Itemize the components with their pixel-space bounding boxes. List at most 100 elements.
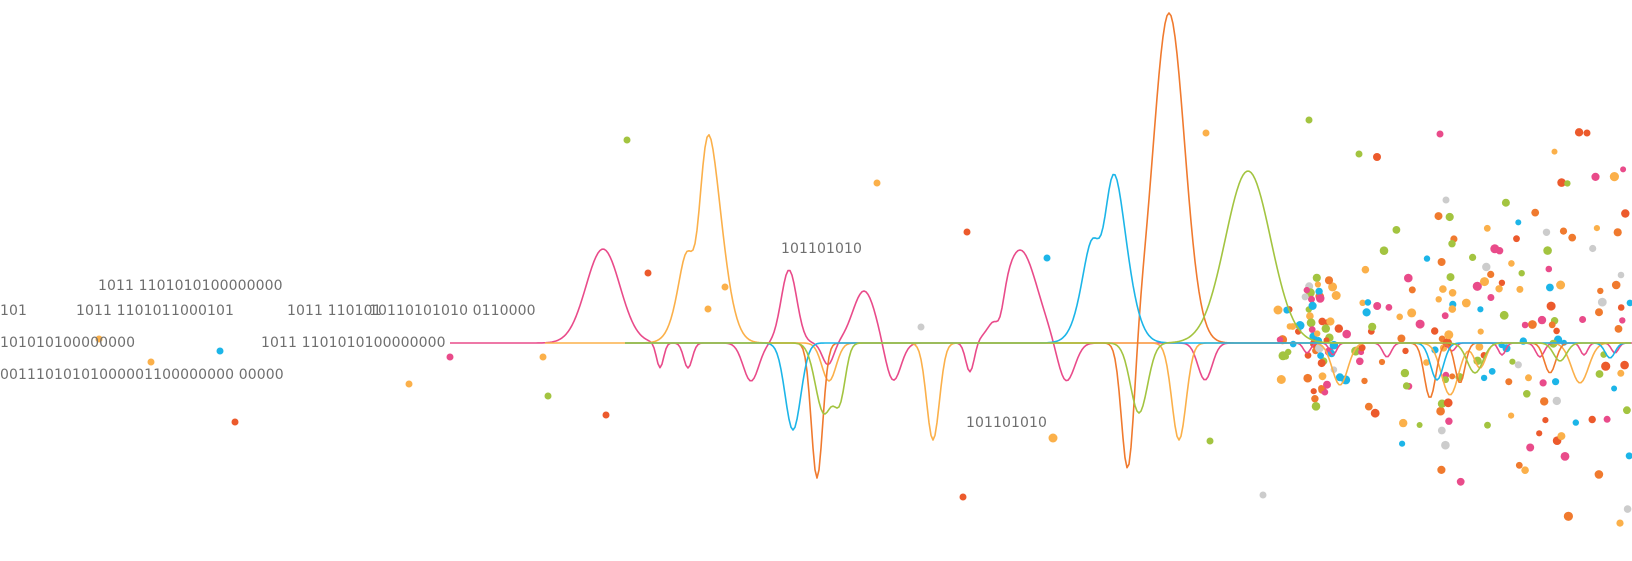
scatter-dot — [623, 136, 631, 144]
waveform-curves — [450, 12, 1632, 479]
scatter-dot — [1334, 324, 1344, 333]
scatter-dot — [1617, 271, 1625, 279]
scatter-dot — [1523, 390, 1531, 398]
scatter-dot — [1423, 255, 1431, 262]
scatter-dot — [1370, 408, 1380, 418]
scatter-dot — [1540, 397, 1549, 406]
scatter-dot — [544, 392, 552, 400]
scatter-dot — [1314, 281, 1321, 288]
scatter-dot — [539, 353, 547, 361]
scatter-dot — [1595, 370, 1604, 378]
binary-label-row1: 1011 1101010100000000 — [98, 278, 283, 294]
binary-label-row2-d: 1011 110101 — [287, 303, 382, 319]
scatter-dot — [1563, 511, 1573, 521]
scatter-dot — [1488, 368, 1496, 375]
pink-wave — [450, 248, 1632, 382]
scatter-dot — [1423, 359, 1430, 366]
binary-label-row3-a: 101010100000000 — [0, 335, 136, 351]
scatter-dot — [1528, 320, 1537, 329]
binary-label-row2-b: 1011 110101 — [76, 303, 171, 319]
scatter-dot — [1543, 246, 1552, 255]
scatter-dot — [1526, 443, 1535, 452]
scatter-dot — [1318, 317, 1326, 326]
scatter-dot — [1435, 296, 1442, 303]
scatter-dot — [1597, 297, 1607, 307]
scatter-dot — [963, 228, 971, 236]
scatter-dot — [1557, 432, 1566, 441]
scatter-dot — [147, 358, 155, 366]
scatter-dot — [1518, 270, 1525, 277]
scatter-dot — [1495, 285, 1503, 293]
scatter-dot — [1591, 172, 1600, 181]
scatter-dot — [1399, 418, 1408, 428]
scatter-dot — [1317, 359, 1326, 368]
scatter-dot — [1202, 129, 1210, 137]
scatter-dot — [1601, 361, 1611, 371]
scatter-dot — [1552, 378, 1560, 386]
green-wave — [625, 170, 1631, 415]
scatter-dot — [1597, 287, 1604, 295]
scatter-dot — [917, 323, 925, 331]
scatter-dot — [231, 418, 239, 426]
scatter-dot — [1305, 116, 1313, 124]
scatter-dot — [1621, 209, 1630, 218]
scatter-dot — [1439, 285, 1447, 293]
binary-label-center-lower: 101101010 — [966, 415, 1048, 431]
scatter-dot — [1616, 519, 1624, 527]
scatter-dot — [1437, 258, 1446, 266]
scatter-dot — [1537, 315, 1547, 325]
scatter-dot — [1475, 343, 1484, 351]
scatter-dot — [1559, 227, 1568, 235]
scatter-dot — [1436, 130, 1444, 138]
scatter-dot — [1593, 225, 1600, 232]
scatter-dot — [1434, 212, 1443, 221]
scatter-dot — [1551, 148, 1558, 155]
scatter-dot — [1289, 340, 1297, 348]
scatter-dot — [1480, 277, 1489, 287]
scatter-dot — [1617, 369, 1625, 377]
scatter-dot — [1318, 385, 1325, 392]
scatter-dot — [1499, 310, 1509, 320]
scatter-dot — [1364, 299, 1372, 306]
scatter-dot — [1399, 440, 1406, 447]
scatter-dot — [1623, 406, 1631, 415]
scatter-dot — [1436, 406, 1445, 416]
scatter-dot — [446, 353, 454, 361]
scatter-dot — [1574, 128, 1584, 137]
scatter-dot — [1373, 302, 1382, 310]
blue-wave — [625, 173, 1631, 431]
scatter-dot — [1326, 317, 1335, 326]
scatter-dot — [1308, 301, 1317, 310]
scatter-dot — [1564, 180, 1571, 187]
scatter-dot — [1508, 412, 1515, 419]
scatter-dot — [1392, 226, 1401, 234]
scatter-dot — [1402, 347, 1409, 355]
scatter-dot — [1626, 299, 1632, 307]
scatter-dot — [1273, 305, 1283, 315]
binary-label-row2-e: 10110101010 0110000 — [369, 303, 536, 319]
scatter-dot — [1311, 395, 1319, 403]
scatter-dot — [1312, 273, 1321, 282]
scatter-dot — [1611, 385, 1618, 392]
scatter-dot — [1477, 328, 1484, 335]
scatter-dot — [1415, 319, 1425, 329]
scatter-dot — [1588, 415, 1596, 424]
scatter-dot — [1321, 324, 1331, 333]
scatter-dot — [1609, 172, 1619, 182]
scatter-dot — [1314, 330, 1321, 337]
scatter-dot — [1361, 265, 1370, 274]
scatter-dot — [1317, 352, 1324, 359]
scatter-dot — [1620, 166, 1627, 173]
scatter-dot — [721, 283, 729, 291]
scatter-dot — [1048, 433, 1058, 443]
scatter-dot — [1556, 280, 1566, 290]
scatter-dot — [1445, 417, 1453, 425]
scatter-dot — [1308, 295, 1315, 303]
scatter-dot — [1385, 304, 1393, 311]
scatter-dot — [1315, 287, 1323, 296]
scatter-dot — [1306, 318, 1316, 328]
binary-label-row3-b: 1011 1101010100000000 — [261, 335, 446, 351]
scattered-dots — [95, 116, 1632, 527]
scatter-dot — [1514, 361, 1522, 369]
scatter-dot — [1513, 235, 1520, 243]
